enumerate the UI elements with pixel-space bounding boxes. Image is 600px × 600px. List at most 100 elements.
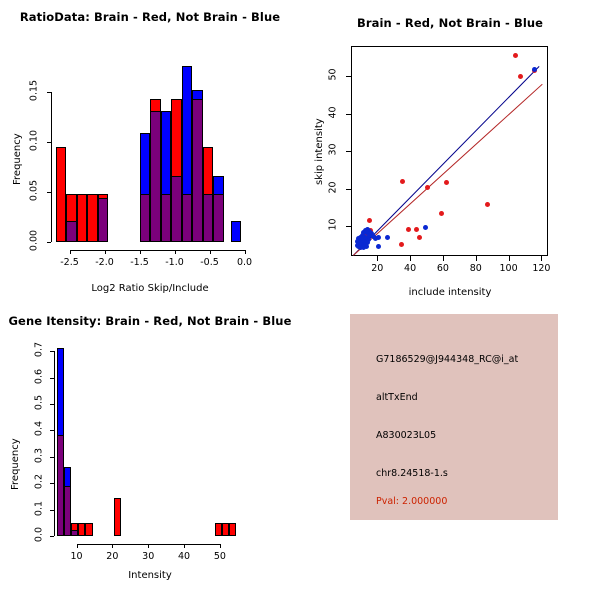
- scatter-point: [366, 218, 372, 224]
- scatter-point: [532, 66, 538, 72]
- scatter-title: Brain - Red, Not Brain - Blue: [356, 16, 544, 30]
- scatter-point: [416, 234, 422, 240]
- ratio-histogram-plot-area: [52, 62, 248, 242]
- y-tick: [50, 509, 54, 511]
- x-tick: [219, 544, 221, 548]
- y-tick-label: 50: [327, 68, 339, 81]
- x-tick-label: -2.5: [60, 257, 79, 268]
- scatter-xlabel: include intensity: [408, 287, 492, 298]
- x-tick-label: -0.5: [200, 257, 219, 268]
- gene-histogram-panel: Gene Itensity: Brain - Red, Not Brain - …: [0, 300, 300, 600]
- histogram-bar: [78, 523, 86, 536]
- scatter-point: [405, 226, 411, 232]
- histogram-bar-overlap: [160, 194, 171, 242]
- x-tick: [112, 544, 114, 548]
- scatter-point: [424, 184, 430, 190]
- scatter-point: [370, 234, 376, 239]
- ratio-histogram-title: RatioData: Brain - Red, Not Brain - Blue: [19, 10, 281, 24]
- y-tick-label: 0.10: [28, 129, 40, 152]
- scatter-point: [364, 230, 370, 236]
- x-tick-label: -1.0: [165, 257, 184, 268]
- scatter-point: [363, 243, 369, 249]
- y-tick-label: 0.3: [33, 447, 45, 463]
- x-tick: [184, 544, 186, 548]
- gene-histogram-xlabel: Intensity: [128, 570, 172, 581]
- y-tick: [47, 92, 51, 93]
- y-axis-line: [51, 92, 52, 242]
- scatter-point: [376, 234, 382, 240]
- scatter-point: [363, 234, 369, 240]
- scatter-point: [443, 180, 449, 186]
- x-tick-label: 40: [404, 263, 417, 274]
- y-tick-label: 0.00: [28, 229, 40, 252]
- histogram-bar: [55, 147, 66, 242]
- x-tick: [209, 250, 211, 254]
- histogram-bar: [87, 194, 98, 242]
- y-tick-label: 10: [327, 218, 339, 231]
- x-tick: [475, 256, 477, 261]
- scatter-point: [367, 228, 373, 234]
- scatter-point: [438, 210, 444, 216]
- x-tick-label: 30: [142, 551, 155, 562]
- x-tick: [104, 250, 106, 254]
- x-tick-label: 100: [499, 263, 518, 274]
- y-tick-label: 0.05: [28, 179, 40, 202]
- y-tick: [47, 242, 51, 243]
- y-tick: [346, 76, 351, 77]
- y-axis-line: [54, 351, 55, 536]
- scatter-point: [423, 225, 429, 231]
- x-tick-label: 60: [436, 263, 449, 274]
- histogram-bar: [214, 523, 222, 536]
- y-tick-label: 0.7: [33, 342, 45, 358]
- y-tick: [47, 192, 51, 193]
- y-tick: [346, 151, 351, 152]
- coordinate-text: chr8.24518-1.s: [376, 468, 448, 479]
- event-type-text: altTxEnd: [376, 392, 418, 403]
- x-tick-label: 120: [532, 263, 551, 274]
- scatter-ylabel: skip intensity: [314, 118, 325, 185]
- histogram-bar-overlap: [66, 221, 77, 242]
- scatter-point: [364, 240, 370, 245]
- y-tick: [50, 377, 54, 379]
- ratio-histogram-ylabel: Frequency: [12, 133, 23, 185]
- scatter-point: [355, 239, 361, 245]
- y-tick-label: 20: [327, 180, 339, 194]
- x-tick: [377, 256, 379, 261]
- scatter-panel: Brain - Red, Not Brain - Blue skip inten…: [300, 0, 600, 300]
- y-tick-label: 0.4: [33, 421, 45, 437]
- histogram-bar-overlap: [71, 529, 79, 536]
- annotation-panel: G7186529@J944348_RC@i_at altTxEnd A83002…: [300, 300, 600, 600]
- y-tick-label: 40: [327, 105, 339, 119]
- histogram-bar-overlap: [181, 194, 192, 242]
- y-tick-label: 0.6: [33, 368, 45, 384]
- histogram-bar: [230, 221, 241, 242]
- x-axis-line: [76, 544, 220, 545]
- x-tick: [541, 256, 543, 261]
- scatter-plot-area: [351, 46, 548, 256]
- x-tick: [174, 250, 176, 254]
- x-tick: [69, 250, 71, 254]
- gene-histogram-ylabel: Frequency: [10, 438, 21, 490]
- scatter-point: [355, 243, 361, 248]
- y-tick: [50, 456, 54, 458]
- y-tick: [50, 483, 54, 485]
- x-tick: [508, 256, 510, 261]
- histogram-bar-overlap: [56, 435, 64, 536]
- scatter-plot-frame: [351, 46, 548, 256]
- x-tick-label: -2.0: [95, 257, 114, 268]
- histogram-bar-overlap: [150, 111, 161, 242]
- scatter-point: [366, 233, 372, 239]
- x-tick-label: 20: [106, 551, 119, 562]
- scatter-point: [355, 235, 361, 241]
- histogram-bar-overlap: [192, 99, 203, 242]
- histogram-bar: [221, 523, 229, 536]
- x-tick-label: -1.5: [130, 257, 149, 268]
- scatter-point: [484, 202, 490, 208]
- y-tick: [50, 430, 54, 432]
- y-tick-label: 0.5: [33, 395, 45, 411]
- histogram-bar-overlap: [97, 198, 108, 242]
- scatter-point: [512, 52, 518, 58]
- scatter-point: [400, 178, 406, 184]
- x-tick: [148, 544, 150, 548]
